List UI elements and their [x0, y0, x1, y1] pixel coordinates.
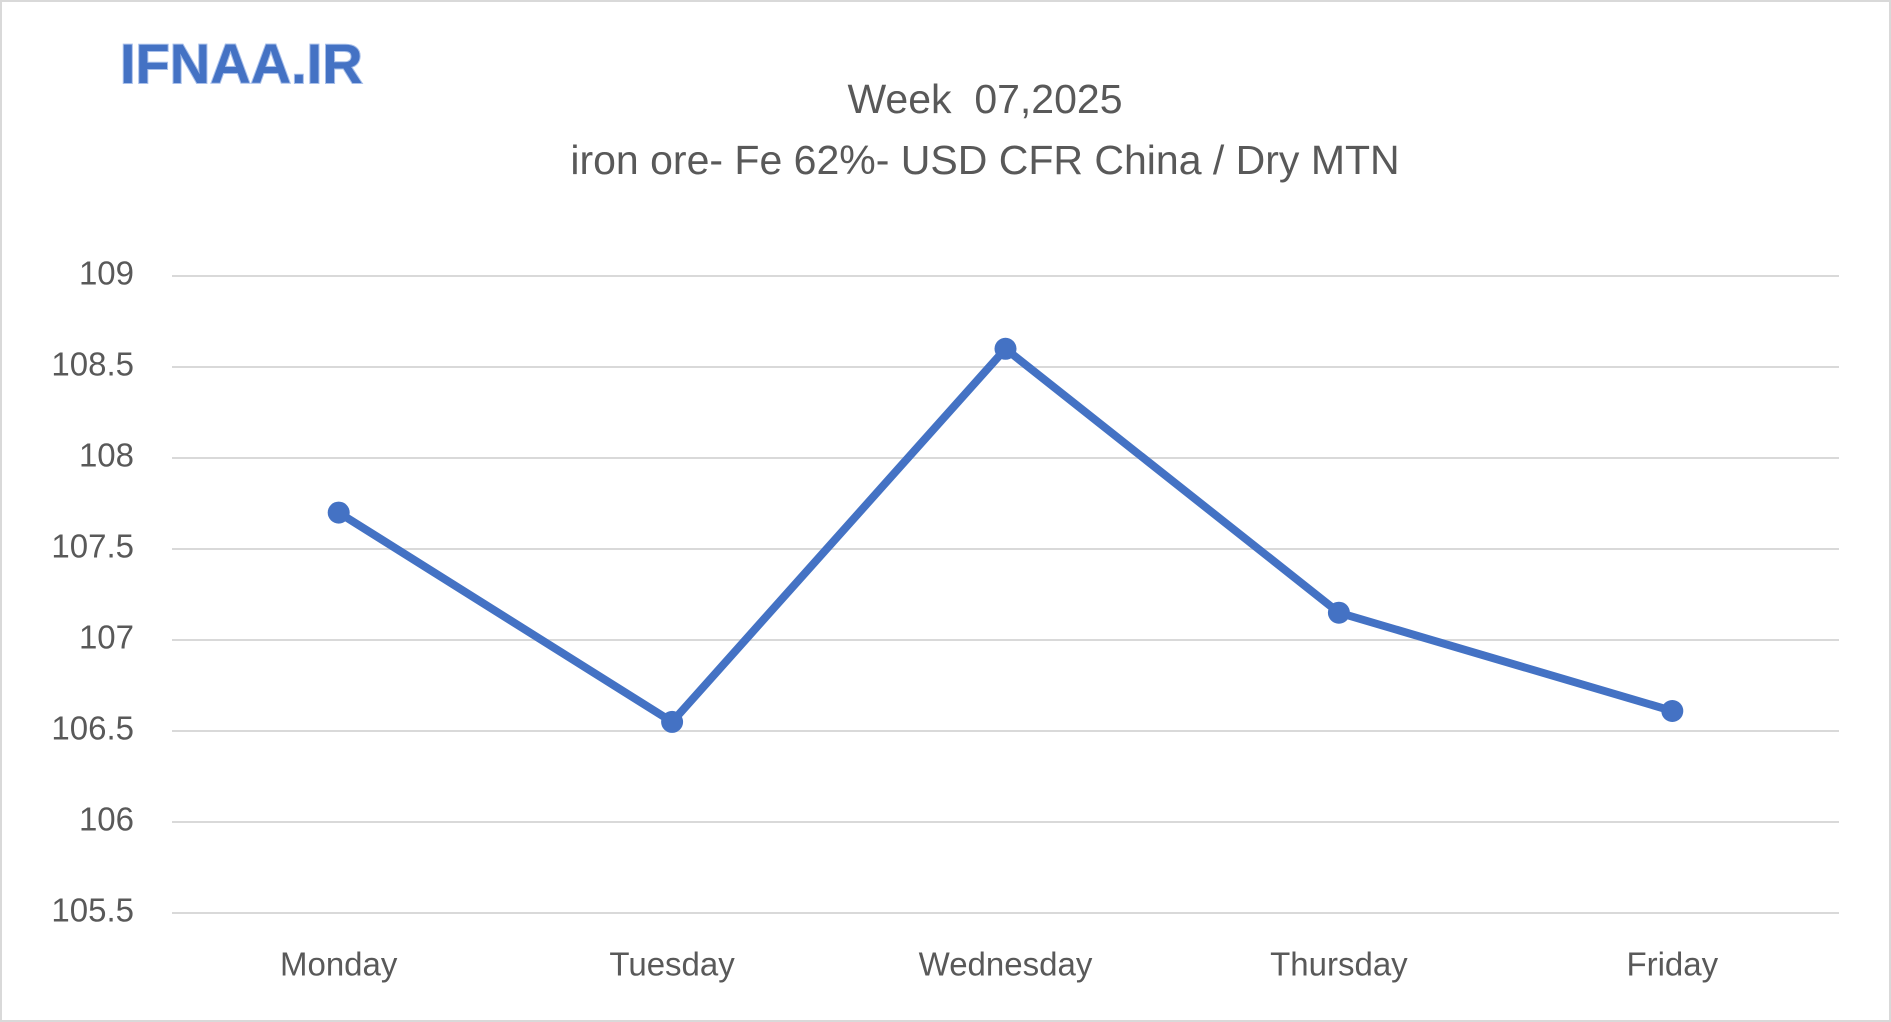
x-tick-label: Friday [1626, 946, 1718, 983]
marker [1661, 699, 1684, 722]
x-tick-label: Thursday [1270, 946, 1408, 983]
chart-subtitle: iron ore- Fe 62%- USD CFR China / Dry MT… [570, 137, 1399, 183]
marker [661, 710, 684, 733]
chart-title: Week 07,2025 [847, 76, 1122, 122]
marker [327, 501, 350, 524]
y-tick-label: 107.5 [51, 528, 134, 565]
x-tick-label: Wednesday [919, 946, 1093, 983]
marker [1327, 601, 1350, 624]
y-tick-label: 106.5 [51, 710, 134, 747]
y-tick-label: 109 [79, 255, 134, 292]
y-tick-label: 108 [79, 437, 134, 474]
marker [994, 337, 1017, 360]
logo: IFNAA.IR [120, 32, 363, 95]
x-tick-label: Monday [280, 946, 398, 983]
y-tick-label: 108.5 [51, 346, 134, 383]
y-tick-label: 107 [79, 619, 134, 656]
x-tick-label: Tuesday [609, 946, 735, 983]
y-tick-label: 105.5 [51, 892, 134, 929]
y-tick-label: 106 [79, 801, 134, 838]
